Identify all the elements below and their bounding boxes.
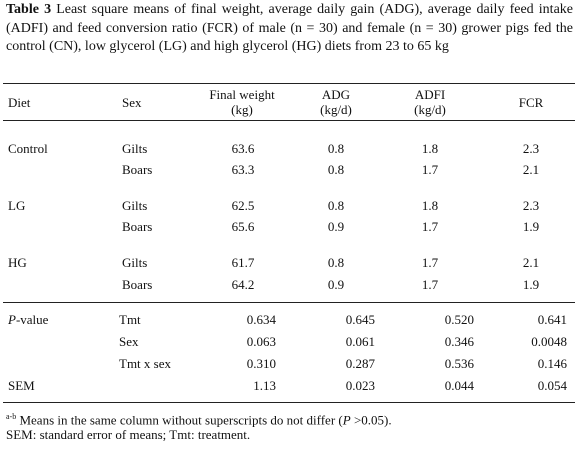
cell-diet: HG <box>8 255 27 270</box>
cell-adg: 0.645 <box>345 312 375 327</box>
cell-sex: Gilts <box>122 141 148 156</box>
cell-fcr: 1.9 <box>522 277 540 292</box>
cell-diet: LG <box>8 198 26 213</box>
cell-fcr: 2.1 <box>522 255 540 270</box>
cell-adg: 0.8 <box>327 198 345 213</box>
cell-sex: Boars <box>122 219 153 234</box>
header-adfi-unit: (kg/d) <box>414 102 446 117</box>
cell-final-weight: 1.13 <box>253 378 276 393</box>
cell-adfi: 0.346 <box>444 334 474 349</box>
table-label: Table 3 <box>6 2 52 17</box>
pvalue-label: P-value <box>8 312 48 328</box>
header-final-weight-line1: Final weight <box>209 87 275 102</box>
cell-adfi: 0.044 <box>444 378 474 393</box>
cell-fcr: 2.3 <box>522 198 540 213</box>
cell-adg: 0.9 <box>327 219 345 234</box>
cell-fcr: 2.3 <box>522 141 540 156</box>
header-fcr: FCR <box>518 95 544 110</box>
cell-adfi: 1.7 <box>421 255 439 270</box>
pvalue-label-italic: P <box>8 312 16 327</box>
header-rule <box>3 120 575 121</box>
cell-adg: 0.8 <box>327 255 345 270</box>
cell-factor: Tmt <box>119 312 141 327</box>
footnote-abbreviations: SEM: standard error of means; Tmt: treat… <box>6 427 251 442</box>
body-rule <box>3 302 575 303</box>
cell-adfi: 0.520 <box>444 312 474 327</box>
cell-fcr: 2.1 <box>522 162 540 177</box>
header-adg: ADG (kg/d) <box>320 87 352 117</box>
cell-final-weight: 62.5 <box>231 198 255 213</box>
cell-final-weight: 61.7 <box>231 255 255 270</box>
cell-final-weight: 0.063 <box>246 334 276 349</box>
footnote-text-b: >0.05). <box>350 412 392 428</box>
cell-fcr: 0.641 <box>537 312 567 327</box>
cell-adfi: 1.7 <box>421 162 439 177</box>
table-caption: Table 3 Least square means of final weig… <box>6 1 573 57</box>
cell-adg: 0.8 <box>327 162 345 177</box>
cell-adfi: 1.7 <box>421 219 439 234</box>
cell-diet: Control <box>8 141 48 156</box>
cell-final-weight: 63.3 <box>231 162 255 177</box>
cell-sex: Boars <box>122 162 153 177</box>
cell-factor: Sex <box>119 334 139 349</box>
cell-fcr: 0.0048 <box>531 334 567 349</box>
sem-label: SEM <box>8 378 35 393</box>
cell-final-weight: 64.2 <box>231 277 255 292</box>
footnote-superscript: a-b <box>6 412 17 421</box>
cell-adfi: 1.8 <box>421 141 439 156</box>
cell-final-weight: 63.6 <box>231 141 255 156</box>
header-adfi: ADFI (kg/d) <box>414 87 446 117</box>
cell-adg: 0.023 <box>345 378 375 393</box>
header-adg-line1: ADG <box>321 87 351 102</box>
cell-adg: 0.287 <box>345 356 375 371</box>
cell-fcr: 1.9 <box>522 219 540 234</box>
header-final-weight-unit: (kg) <box>231 102 253 117</box>
cell-fcr: 0.054 <box>537 378 567 393</box>
caption-text: Least square means of final weight, aver… <box>6 2 573 54</box>
cell-adfi: 1.8 <box>421 198 439 213</box>
footnote-significance: a-b Means in the same column without sup… <box>6 409 392 428</box>
cell-adg: 0.061 <box>345 334 375 349</box>
top-rule <box>3 83 575 84</box>
cell-adg: 0.9 <box>327 277 345 292</box>
cell-final-weight: 0.634 <box>246 312 276 327</box>
cell-sex: Gilts <box>122 198 148 213</box>
pvalue-label-rest: -value <box>15 312 49 327</box>
header-sex: Sex <box>122 95 142 110</box>
cell-final-weight: 0.310 <box>246 356 276 371</box>
cell-fcr: 0.146 <box>537 356 567 371</box>
footnote-text-a: Means in the same column without supersc… <box>16 412 343 428</box>
header-adg-unit: (kg/d) <box>320 102 352 117</box>
cell-sex: Gilts <box>122 255 148 270</box>
header-final-weight: Final weight (kg) <box>209 87 274 117</box>
header-adfi-line1: ADFI <box>414 87 446 102</box>
cell-final-weight: 65.6 <box>231 219 255 234</box>
footnote-p: P <box>342 412 351 428</box>
header-diet: Diet <box>8 95 31 110</box>
bottom-rule <box>3 402 575 403</box>
cell-factor: Tmt x sex <box>119 356 171 371</box>
cell-adg: 0.8 <box>327 141 345 156</box>
cell-adfi: 0.536 <box>444 356 474 371</box>
cell-sex: Boars <box>122 277 153 292</box>
cell-adfi: 1.7 <box>421 277 439 292</box>
